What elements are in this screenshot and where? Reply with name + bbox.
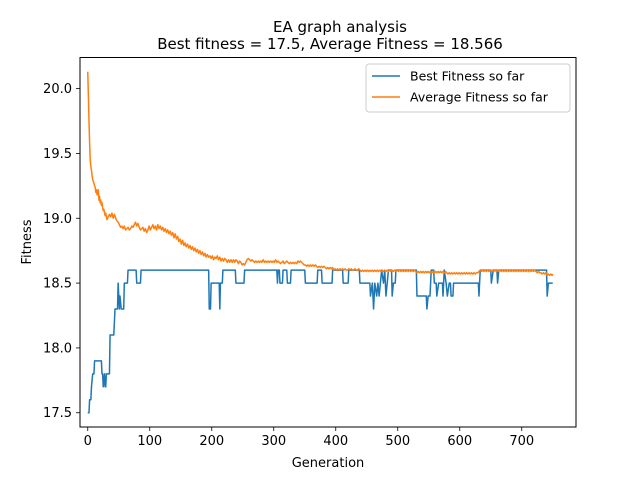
y-tick-label: 19.5 [43,147,72,162]
x-tick-label: 400 [323,434,348,449]
x-tick-label: 300 [261,434,286,449]
legend: Best Fitness so far Average Fitness so f… [365,63,571,113]
x-axis-label: Generation [292,456,365,471]
legend-average-fitness-label: Average Fitness so far [410,90,549,105]
series-layer [87,71,554,414]
y-tick-label: 18.0 [43,341,72,356]
x-tick-label: 600 [447,434,472,449]
x-tick-label: 0 [84,434,92,449]
chart-title-line2: Best fitness = 17.5, Average Fitness = 1… [157,35,503,53]
axes-frame [79,57,577,428]
legend-box [365,63,571,113]
y-tick-label: 20.0 [43,82,72,97]
y-axis-label: Fitness [20,219,35,264]
y-tick-label: 18.5 [43,277,72,292]
legend-best-fitness-label: Best Fitness so far [410,69,525,84]
x-tick-label: 200 [199,434,224,449]
average-fitness-line [87,71,554,277]
y-tick-label: 17.5 [43,406,72,421]
x-axis-ticks: 0 100 200 300 400 500 600 700 [84,427,534,449]
y-tick-label: 19.0 [43,212,72,227]
x-tick-label: 100 [137,434,162,449]
x-tick-label: 500 [385,434,410,449]
best-fitness-line [87,269,553,414]
x-tick-label: 700 [509,434,534,449]
chart-title-line1: EA graph analysis [273,18,407,36]
y-axis-ticks: 17.5 18.0 18.5 19.0 19.5 20.0 [43,82,80,421]
